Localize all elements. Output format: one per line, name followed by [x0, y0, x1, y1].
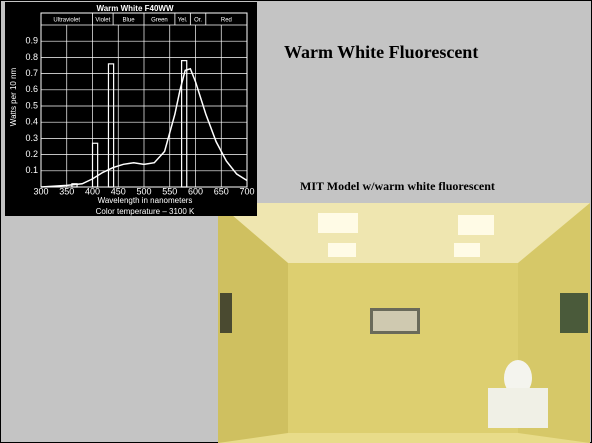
- x-tick-label: 300: [33, 186, 48, 196]
- x-tick-label: 600: [188, 186, 203, 196]
- caption: MIT Model w/warm white fluorescent: [300, 179, 495, 194]
- x-tick-label: 400: [85, 186, 100, 196]
- spectrum-chart: Warm White F40WW Watts per 10 nm Wavelen…: [5, 2, 257, 216]
- band-label: Blue: [123, 18, 136, 24]
- y-tick-label: 0.7: [25, 68, 38, 78]
- x-tick-label: 450: [111, 186, 126, 196]
- y-tick-label: 0.8: [25, 52, 38, 62]
- y-tick-label: 0.1: [25, 165, 38, 175]
- y-tick-label: 0.4: [25, 117, 38, 127]
- x-tick-label: 650: [214, 186, 229, 196]
- band-label: Green: [151, 18, 168, 24]
- y-tick-label: 0.6: [25, 84, 38, 94]
- x-tick-label: 700: [239, 186, 254, 196]
- x-axis-label: Wavelength in nanometers: [98, 196, 193, 205]
- slide-title: Warm White Fluorescent: [284, 42, 478, 63]
- y-axis-label: Watts per 10 nm: [9, 67, 18, 126]
- x-tick-label: 500: [136, 186, 151, 196]
- band-label: Yel.: [178, 18, 188, 24]
- note: Color temperature – 3100 K: [96, 207, 195, 216]
- y-tick-label: 0.9: [25, 36, 38, 46]
- x-tick-label: 550: [162, 186, 177, 196]
- chart-title: Warm White F40WW: [96, 4, 173, 13]
- x-tick-label: 350: [59, 186, 74, 196]
- y-tick-label: 0.2: [25, 149, 38, 159]
- band-label: Ultraviolet: [53, 18, 80, 24]
- slide: Warm White Fluorescent MIT Model w/warm …: [0, 0, 592, 443]
- y-tick-label: 0.3: [25, 133, 38, 143]
- band-label: Red: [221, 18, 232, 24]
- band-label: Or.: [194, 18, 202, 24]
- band-label: Violet: [95, 18, 110, 24]
- y-tick-label: 0.5: [25, 100, 38, 110]
- room-photo: [218, 203, 590, 443]
